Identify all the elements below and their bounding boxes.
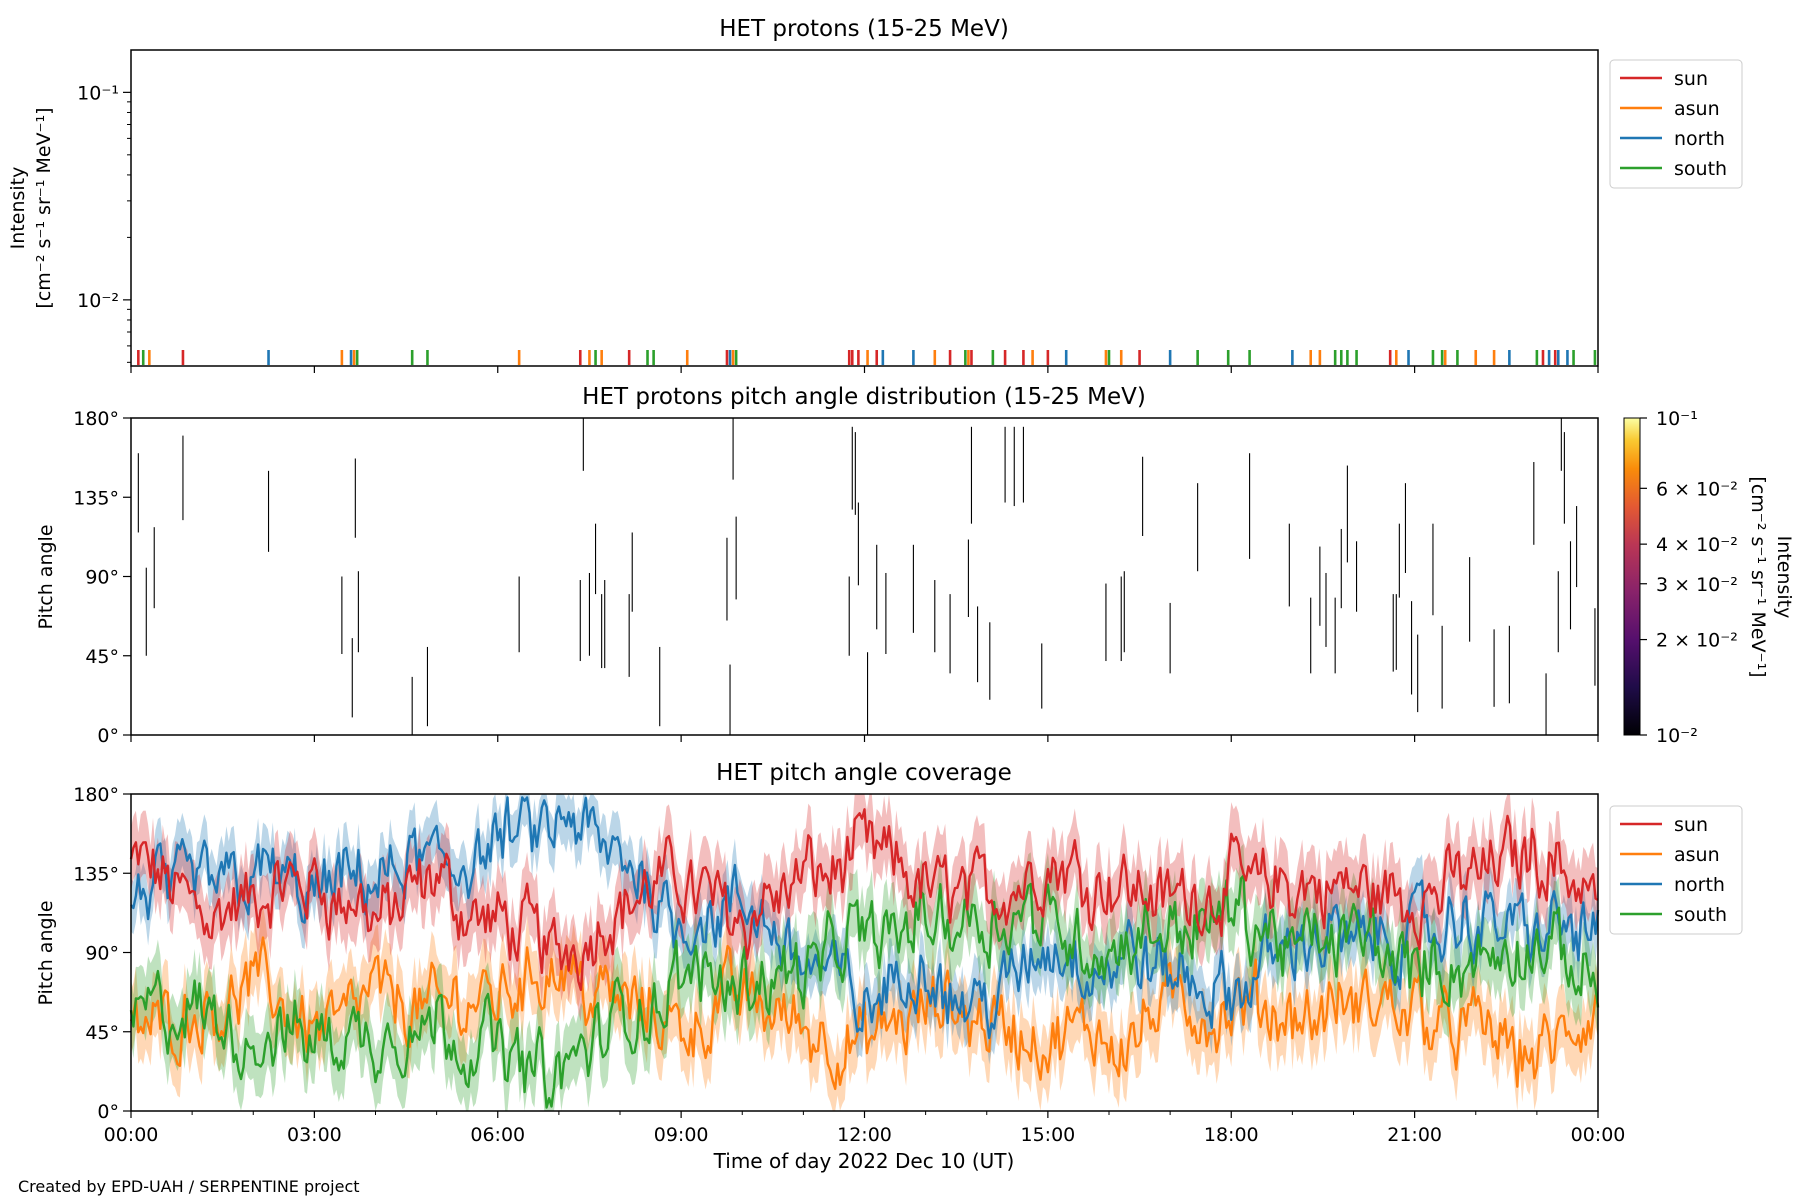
x-tick-label: 18:00 xyxy=(1204,1124,1259,1146)
legend-box xyxy=(1609,59,1743,189)
intensity-panel: HET protons (15-25 MeV) 10⁻² 10⁻¹ Intensi… xyxy=(7,16,1743,367)
y-tick-label: 0° xyxy=(97,1101,119,1123)
pad-panel-title: HET protons pitch angle distribution (15… xyxy=(582,384,1146,410)
asun-legend-label: asun xyxy=(1674,844,1720,866)
south-legend-label: south xyxy=(1674,158,1727,180)
pad-panel: HET protons pitch angle distribution (15… xyxy=(35,384,1795,747)
y-tick-label: 90° xyxy=(85,943,119,965)
coverage-yaxis: 0° 45° 90° 135° 180° xyxy=(73,784,131,1123)
x-tick-label: 15:00 xyxy=(1020,1124,1075,1146)
south-line xyxy=(129,874,1600,1109)
colorbar xyxy=(1623,417,1641,736)
x-tick-label: 09:00 xyxy=(654,1124,709,1146)
y-tick-label: 10⁻¹ xyxy=(77,82,119,104)
legend-bottom: sun asun north south xyxy=(1609,805,1743,935)
x-tick-label: 00:00 xyxy=(1571,1124,1626,1146)
y-tick-label: 180° xyxy=(73,408,119,430)
coverage-ylabel: Pitch angle xyxy=(35,900,57,1005)
colorbar-tick-label: 10⁻¹ xyxy=(1656,408,1698,430)
y-tick-label: 135° xyxy=(73,487,119,509)
colorbar-tick-label: 4 × 10⁻² xyxy=(1656,534,1738,556)
coverage-panel: HET pitch angle coverage 0° 45° 90° 135° 180… xyxy=(35,760,1743,1123)
y-tick-label: 135° xyxy=(73,863,119,885)
y-tick-label: 45° xyxy=(85,1022,119,1044)
sun-legend-label: sun xyxy=(1674,68,1708,90)
legend-box xyxy=(1609,805,1743,935)
colorbar-tick-label: 10⁻² xyxy=(1656,725,1698,747)
pad-yaxis: 0° 45° 90° 135° 180° xyxy=(73,408,131,747)
pad-ylabel: Pitch angle xyxy=(35,524,57,629)
intensity-ylabel-line2: [cm⁻² s⁻¹ sr⁻¹ MeV⁻¹] xyxy=(33,107,55,308)
footer-credit: Created by EPD-UAH / SERPENTINE project xyxy=(18,1177,360,1196)
intensity-plot-frame xyxy=(130,49,1599,367)
colorbar-tick-label: 6 × 10⁻² xyxy=(1656,478,1738,500)
pad-segments xyxy=(137,418,1596,735)
colorbar-tick-label: 2 × 10⁻² xyxy=(1656,630,1738,652)
x-axis-label: Time of day 2022 Dec 10 (UT) xyxy=(713,1149,1015,1173)
coverage-series xyxy=(129,794,1600,1111)
north-legend-label: north xyxy=(1674,128,1725,150)
north-legend-label: north xyxy=(1674,874,1725,896)
asun-legend-label: asun xyxy=(1674,98,1720,120)
sun-legend-label: sun xyxy=(1674,814,1708,836)
north-band xyxy=(131,794,1598,1065)
colorbar-ticks: 10⁻² 2 × 10⁻² 3 × 10⁻² 4 × 10⁻² 6 × 10⁻² 10⁻¹ xyxy=(1640,408,1738,747)
coverage-panel-title: HET pitch angle coverage xyxy=(716,760,1012,786)
south-legend-label: south xyxy=(1674,904,1727,926)
y-tick-label: 0° xyxy=(97,725,119,747)
shared-time-axis: 00:00 03:00 06:00 09:00 12:00 15:00 18:00 21:00… xyxy=(104,366,1626,1146)
y-tick-label: 180° xyxy=(73,784,119,806)
y-tick-label: 45° xyxy=(85,646,119,668)
x-tick-label: 03:00 xyxy=(287,1124,342,1146)
south-band xyxy=(131,843,1598,1111)
intensity-yaxis: 10⁻² 10⁻¹ xyxy=(77,82,131,363)
pad-plot-frame xyxy=(130,417,1599,736)
sun-band xyxy=(131,794,1598,1022)
x-tick-label: 00:00 xyxy=(104,1124,159,1146)
x-tick-label: 06:00 xyxy=(470,1124,525,1146)
colorbar-label-line1: Intensity xyxy=(1773,536,1795,619)
intensity-ylabel-line1: Intensity xyxy=(7,167,29,250)
legend-top: sun asun north south xyxy=(1609,59,1743,189)
x-tick-label: 21:00 xyxy=(1387,1124,1442,1146)
intensity-series-marks xyxy=(137,350,1597,365)
x-tick-label: 12:00 xyxy=(837,1124,892,1146)
y-tick-label: 90° xyxy=(85,567,119,589)
intensity-panel-title: HET protons (15-25 MeV) xyxy=(719,16,1009,42)
y-tick-label: 10⁻² xyxy=(77,290,119,312)
colorbar-tick-label: 3 × 10⁻² xyxy=(1656,574,1738,596)
north-line xyxy=(130,796,1600,1040)
colorbar-label-line2: [cm⁻² s⁻¹ sr⁻¹ MeV⁻¹] xyxy=(1747,476,1769,677)
sun-line xyxy=(129,808,1599,992)
